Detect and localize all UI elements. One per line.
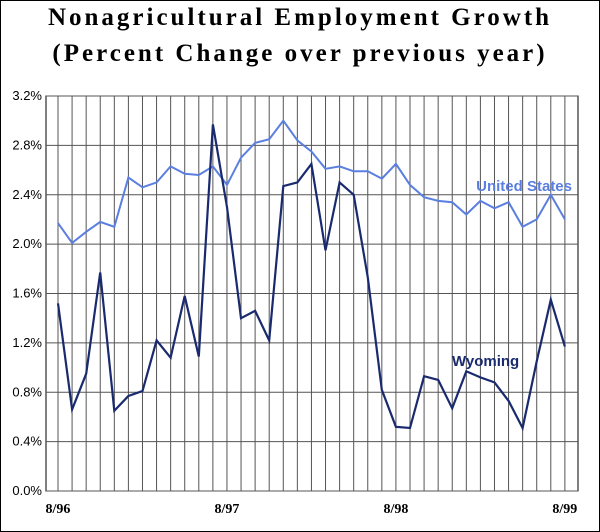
y-tick-label: 1.6%: [12, 286, 42, 301]
x-tick-label: 8/97: [215, 502, 240, 517]
series-label-united-states: United States: [476, 178, 572, 195]
y-tick-label: 1.2%: [12, 335, 42, 350]
y-tick-label: 2.8%: [12, 137, 42, 152]
chart-subtitle: (Percent Change over previous year): [52, 40, 548, 67]
series-lines: [56, 119, 566, 432]
grid: [45, 95, 579, 492]
series-labels: United States Wyoming: [452, 178, 572, 370]
x-tick-label: 8/99: [552, 502, 577, 517]
y-tick-label: 0.0%: [12, 483, 42, 498]
series-line-wyoming: [56, 124, 566, 432]
y-tick-label: 0.8%: [12, 384, 42, 399]
x-tick-label: 8/96: [46, 502, 71, 517]
series-label-wyoming: Wyoming: [452, 353, 519, 370]
x-tick-label: 8/98: [383, 502, 408, 517]
series-line-united-states: [57, 119, 566, 245]
y-tick-label: 0.4%: [12, 434, 42, 449]
y-tick-label: 2.4%: [12, 187, 42, 202]
y-tick-label: 3.2%: [12, 88, 42, 103]
chart-title: Nonagricultural Employment Growth: [47, 4, 553, 31]
y-tick-label: 2.0%: [12, 236, 42, 251]
y-axis-ticks: 0.0% 0.4% 0.8% 1.2% 1.6% 2.0% 2.4% 2.8% 3.2%: [12, 88, 42, 498]
x-axis-ticks: 8/96 8/97 8/98 8/99: [46, 502, 578, 517]
